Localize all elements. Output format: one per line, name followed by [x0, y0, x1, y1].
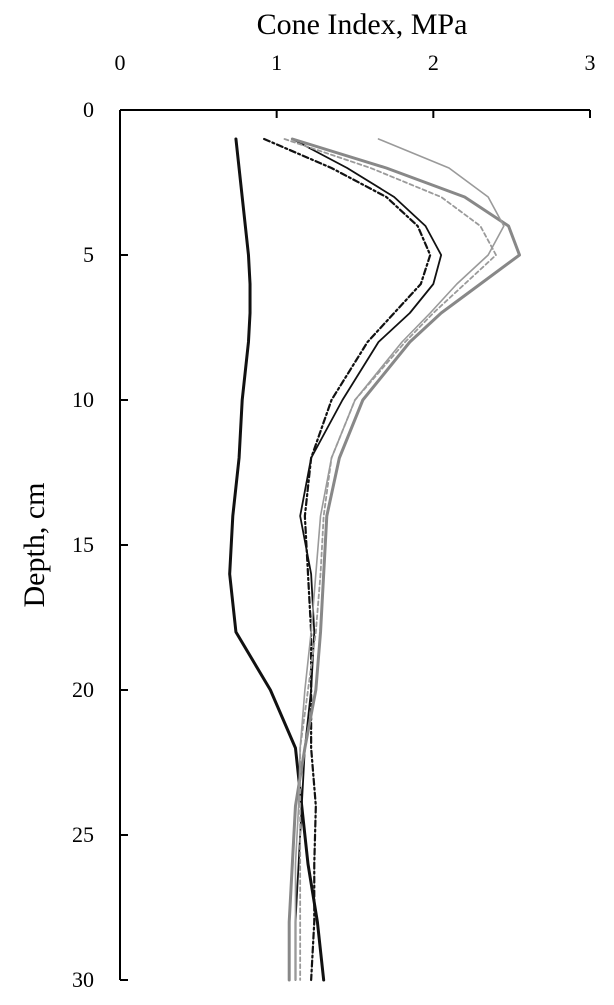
x-tick-label: 2 [428, 50, 439, 75]
y-axis-title: Depth, cm [18, 483, 51, 608]
x-tick-label: 3 [585, 50, 596, 75]
y-tick-label: 15 [72, 532, 94, 557]
data-line [283, 138, 497, 981]
y-tick-label: 5 [83, 242, 94, 267]
data-line [287, 137, 521, 982]
y-tick-label: 25 [72, 822, 94, 847]
y-tick-label: 20 [72, 677, 94, 702]
x-tick-label: 1 [271, 50, 282, 75]
data-line [263, 137, 432, 982]
data-line [228, 137, 326, 982]
y-tick-label: 30 [72, 967, 94, 992]
y-tick-label: 0 [83, 97, 94, 122]
data-line [294, 138, 505, 981]
x-axis-title: Cone Index, MPa [257, 8, 468, 41]
y-tick-label: 10 [72, 387, 94, 412]
x-tick-label: 0 [115, 50, 126, 75]
